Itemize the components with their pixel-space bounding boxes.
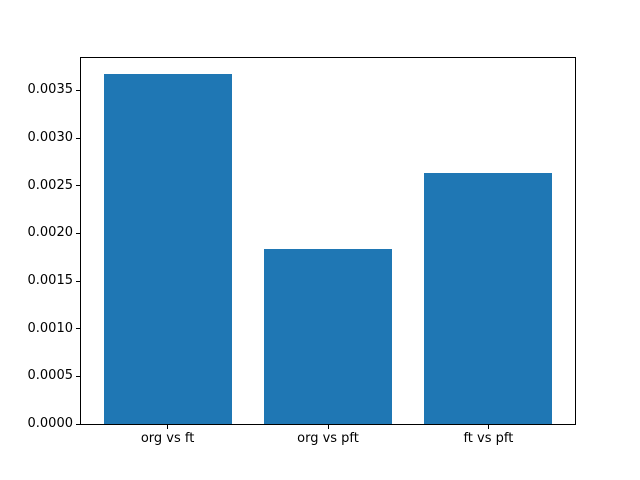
- y-tick-mark: [76, 423, 80, 425]
- y-tick-label: 0.0005: [27, 368, 74, 384]
- plot-area: [80, 57, 576, 425]
- y-tick-label: 0.0020: [27, 225, 74, 241]
- y-tick-mark: [76, 280, 80, 282]
- y-tick-mark: [76, 137, 80, 139]
- x-tick-mark: [487, 425, 489, 429]
- bar-org-vs-ft: [103, 74, 232, 424]
- y-tick-mark: [76, 232, 80, 234]
- y-tick-label: 0.0010: [27, 320, 74, 336]
- bar-org-vs-pft: [263, 248, 393, 424]
- y-tick-label: 0.0035: [27, 82, 74, 98]
- x-tick-label: org vs pft: [297, 431, 359, 446]
- bar-ft-vs-pft: [424, 173, 553, 424]
- x-tick-mark: [327, 425, 329, 429]
- x-tick-label: org vs ft: [140, 431, 195, 446]
- y-tick-label: 0.0015: [27, 273, 74, 288]
- x-tick-label: ft vs pft: [463, 431, 514, 446]
- y-tick-mark: [76, 185, 80, 187]
- y-tick-label: 0.0000: [27, 416, 74, 431]
- y-tick-label: 0.0030: [27, 130, 74, 146]
- y-tick-mark: [76, 328, 80, 330]
- y-tick-label: 0.0025: [27, 177, 74, 193]
- y-tick-mark: [76, 89, 80, 91]
- x-tick-mark: [167, 425, 169, 429]
- y-tick-mark: [76, 375, 80, 377]
